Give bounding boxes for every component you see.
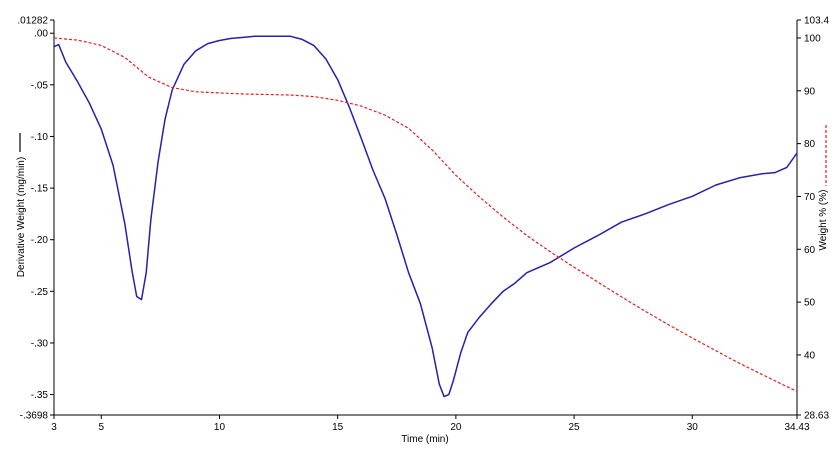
x-tick-label: 10 <box>214 422 226 433</box>
right-tick-label: 70 <box>804 192 816 203</box>
weight-percent-series-line <box>53 37 798 392</box>
right-tick-label: 80 <box>804 139 816 150</box>
x-tick-label: 3 <box>51 422 57 433</box>
right-tick-label: 90 <box>804 86 816 97</box>
left-tick-label: -.30 <box>31 338 49 349</box>
left-tick-label: .01282 <box>17 16 48 27</box>
left-tick-label: -.35 <box>31 390 49 401</box>
series-layer <box>53 35 798 398</box>
right-y-axis-label: Weight % (%) <box>818 190 829 251</box>
left-tick-label: -.25 <box>31 287 49 298</box>
right-tick-label: 100 <box>804 33 821 44</box>
x-tick-label: 25 <box>569 422 581 433</box>
left-tick-label: -.10 <box>31 132 49 143</box>
left-y-axis-ticks: .01282 .00 -.05 -.10 -.15 -.20 -.25 -.30 -.35 -.3… <box>17 16 54 422</box>
x-tick-label: 5 <box>98 422 104 433</box>
right-tick-label: 28.63 <box>804 411 829 422</box>
right-tick-label: 50 <box>804 298 816 309</box>
plot-frame <box>53 20 798 416</box>
right-tick-label: 103.4 <box>804 16 829 27</box>
right-y-axis-ticks: 103.4 100 90 80 70 60 50 40 28.63 <box>797 16 829 422</box>
derivative-weight-series-line <box>53 35 798 398</box>
right-tick-label: 40 <box>804 350 816 361</box>
x-tick-label: 20 <box>450 422 462 433</box>
x-axis-ticks: 3 5 10 15 20 25 30 34.43 <box>51 415 810 433</box>
left-tick-label: .00 <box>34 29 48 40</box>
x-tick-label: 15 <box>332 422 344 433</box>
left-tick-label: -.3698 <box>20 411 49 422</box>
right-tick-label: 60 <box>804 245 816 256</box>
left-y-axis-label: Derivative Weight (mg/min) <box>16 157 27 277</box>
x-axis-label: Time (min) <box>401 434 448 445</box>
left-tick-label: -.20 <box>31 235 49 246</box>
x-tick-label: 34.43 <box>784 422 809 433</box>
left-tick-label: -.15 <box>31 184 49 195</box>
x-tick-label: 30 <box>687 422 699 433</box>
left-tick-label: -.05 <box>31 80 49 91</box>
